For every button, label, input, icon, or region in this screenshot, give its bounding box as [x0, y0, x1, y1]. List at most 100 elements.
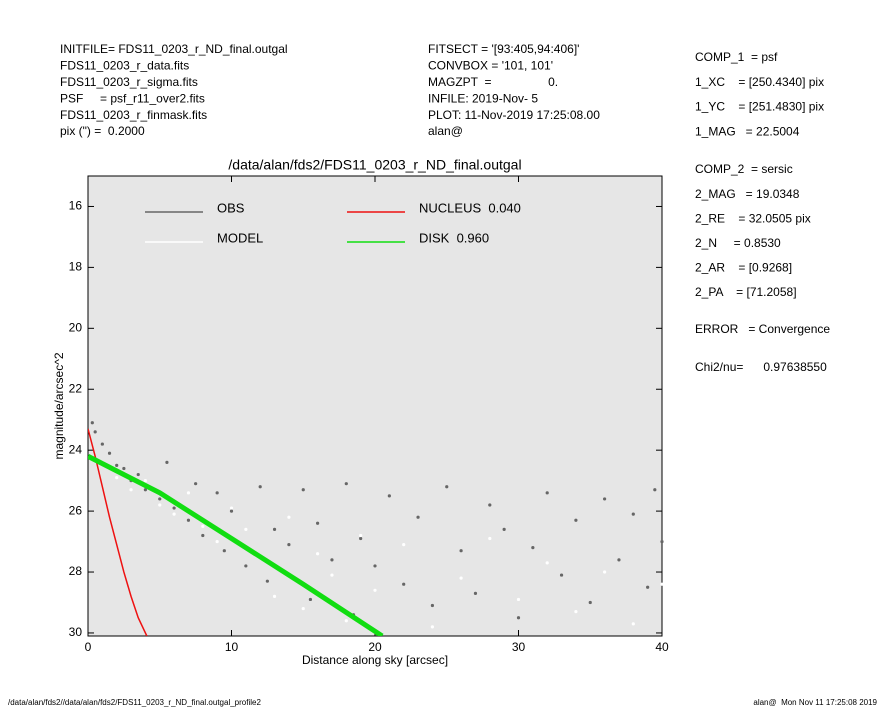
data-point	[215, 539, 219, 544]
data-point	[459, 576, 463, 580]
model-line	[88, 454, 384, 636]
data-point	[308, 597, 313, 602]
data-point	[545, 491, 549, 495]
header-text: FDS11_0203_r_finmask.fits	[60, 108, 207, 122]
data-point	[445, 485, 449, 489]
data-point	[265, 579, 269, 583]
param-text: 1_YC = [251.4830] pix	[695, 100, 824, 114]
data-point	[201, 533, 205, 538]
data-point	[287, 515, 291, 519]
data-point	[158, 497, 162, 501]
header-text: FITSECT = '[93:405,94:406]'	[428, 42, 579, 56]
data-point	[244, 527, 248, 531]
y-tick-label: 22	[69, 381, 83, 395]
header-text: FDS11_0203_r_data.fits	[60, 59, 189, 73]
y-tick-label: 28	[69, 564, 83, 578]
param-text: 2_N = 0.8530	[695, 236, 781, 250]
legend-label: NUCLEUS 0.040	[419, 200, 521, 215]
header-text: alan@	[428, 124, 463, 138]
header-text: PSF = psf_r11_over2.fits	[60, 91, 205, 105]
data-point	[330, 558, 334, 562]
footer-left: /data/alan/fds2//data/alan/fds2/FDS11_02…	[8, 698, 261, 707]
data-point	[574, 610, 578, 614]
y-axis-label: magnitude/arcsec^2	[52, 352, 66, 459]
data-point	[143, 479, 147, 483]
data-point	[158, 503, 162, 507]
x-tick-label: 30	[512, 640, 526, 654]
data-point	[258, 485, 262, 489]
data-point	[502, 527, 506, 531]
data-point	[416, 515, 420, 519]
data-point	[229, 506, 234, 510]
x-tick-label: 0	[85, 640, 92, 654]
data-point	[430, 603, 434, 608]
data-point	[359, 536, 363, 541]
data-point	[653, 488, 657, 492]
data-point	[100, 442, 104, 446]
data-point	[186, 518, 191, 522]
data-point	[660, 539, 664, 544]
x-tick-label: 40	[655, 640, 669, 654]
footer-right: alan@ Mon Nov 11 17:25:08 2019	[753, 698, 877, 707]
data-point	[574, 518, 578, 522]
plot-area	[87, 175, 663, 637]
y-tick-label: 30	[69, 625, 83, 639]
header-text: FDS11_0203_r_sigma.fits	[60, 75, 198, 89]
data-point	[215, 491, 219, 495]
data-point	[316, 521, 320, 525]
data-point	[90, 421, 94, 425]
data-point	[359, 533, 363, 538]
data-point	[301, 488, 305, 492]
data-point	[559, 573, 564, 577]
data-point	[301, 606, 305, 611]
data-point	[387, 494, 391, 498]
param-text: COMP_1 = psf	[695, 50, 778, 64]
header-text: MAGZPT = 0.	[428, 75, 558, 89]
data-point	[473, 591, 478, 595]
y-tick-label: 24	[69, 442, 83, 456]
param-text: 2_MAG = 19.0348	[695, 187, 800, 201]
data-point	[136, 472, 140, 477]
data-point	[122, 466, 126, 471]
data-point	[93, 430, 97, 434]
header-text: INITFILE= FDS11_0203_r_ND_final.outgal	[60, 42, 288, 56]
data-point	[603, 570, 607, 574]
legend-label: MODEL	[217, 230, 263, 245]
error: ERROR = Convergence	[695, 322, 830, 336]
data-point	[373, 564, 377, 568]
data-point	[107, 451, 112, 455]
data-point	[631, 512, 635, 516]
data-point	[488, 536, 492, 541]
y-tick-label: 26	[69, 503, 83, 517]
data-point	[402, 543, 406, 547]
data-point	[201, 524, 205, 528]
x-tick-label: 10	[225, 640, 239, 654]
legend-label: DISK 0.960	[419, 230, 489, 245]
data-point	[222, 549, 226, 553]
param-text: 1_MAG = 22.5004	[695, 124, 800, 138]
header-text: CONVBOX = '101, 101'	[428, 59, 553, 73]
data-point	[516, 597, 521, 602]
data-point	[165, 460, 169, 464]
data-point	[545, 561, 549, 565]
chi2: Chi2/nu= 0.97638550	[695, 360, 827, 374]
param-text: 2_AR = [0.9268]	[695, 261, 792, 275]
param-text: 2_PA = [71.2058]	[695, 285, 797, 299]
data-point	[516, 616, 521, 620]
data-point	[617, 558, 621, 562]
data-point	[115, 475, 119, 480]
param-text: 2_RE = 32.0505 pix	[695, 211, 811, 225]
data-point	[646, 585, 650, 589]
data-point	[402, 582, 406, 586]
data-point	[316, 552, 320, 556]
y-tick-label: 18	[69, 260, 83, 274]
data-point	[115, 463, 119, 468]
data-point	[186, 491, 191, 495]
data-point	[344, 619, 348, 623]
data-point	[172, 512, 176, 516]
data-point	[373, 588, 377, 592]
data-point	[631, 622, 635, 626]
data-point	[588, 600, 592, 605]
chart-title: /data/alan/fds2/FDS11_0203_r_ND_final.ou…	[228, 157, 521, 173]
